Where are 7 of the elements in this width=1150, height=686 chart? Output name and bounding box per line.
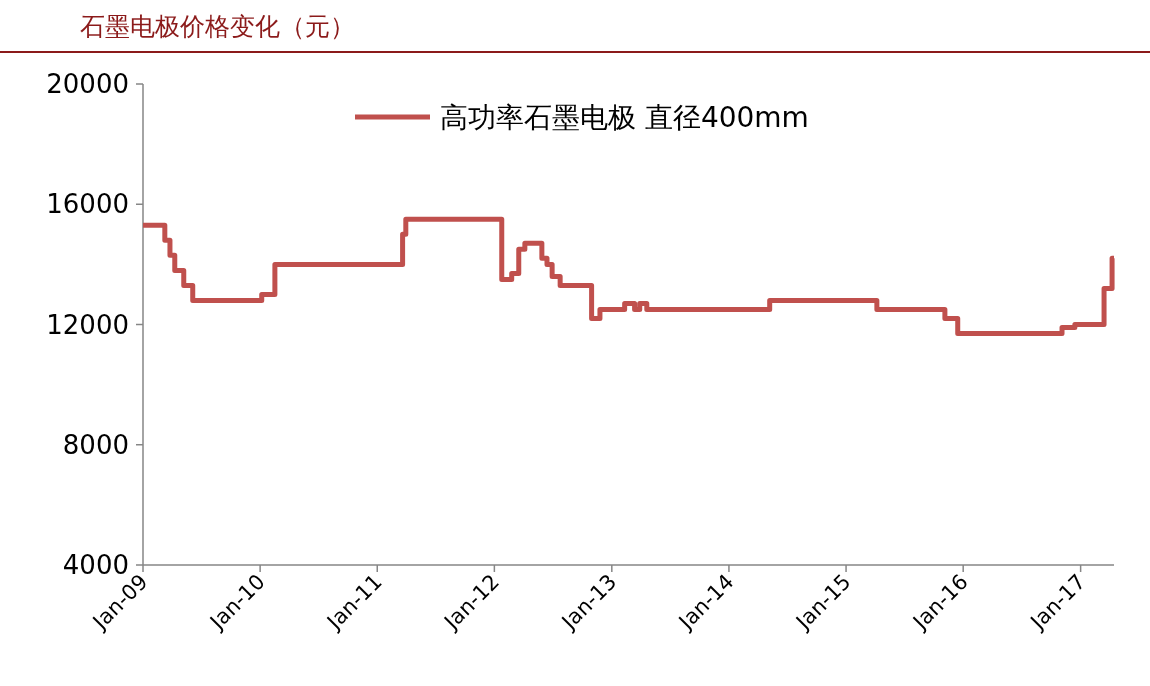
y-tick-label: 12000	[46, 309, 129, 340]
legend-label: 高功率石墨电极 直径400mm	[440, 101, 809, 134]
y-tick-label: 20000	[46, 69, 129, 99]
y-tick-label: 8000	[62, 429, 129, 460]
chart-title: 石墨电极价格变化（元）	[80, 12, 355, 41]
y-tick-label: 16000	[46, 189, 129, 220]
y-tick-label: 4000	[62, 550, 129, 580]
